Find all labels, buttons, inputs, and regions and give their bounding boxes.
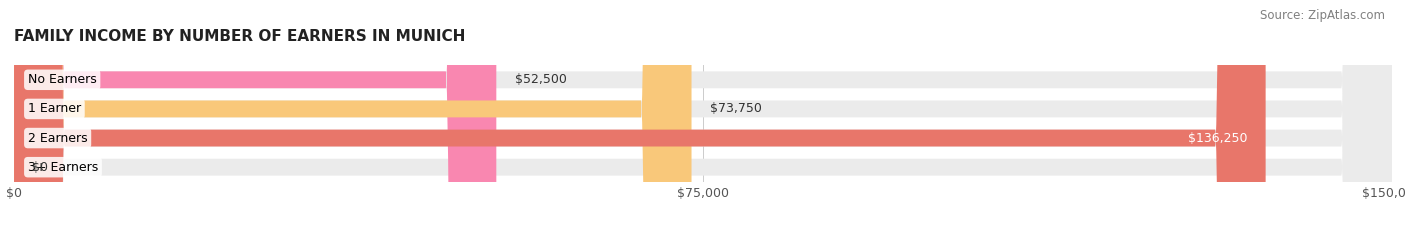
FancyBboxPatch shape — [14, 0, 1392, 233]
Text: $136,250: $136,250 — [1188, 132, 1247, 144]
FancyBboxPatch shape — [14, 0, 496, 233]
Text: 3+ Earners: 3+ Earners — [28, 161, 98, 174]
FancyBboxPatch shape — [14, 0, 1265, 233]
FancyBboxPatch shape — [14, 0, 1392, 233]
Text: No Earners: No Earners — [28, 73, 97, 86]
Text: 1 Earner: 1 Earner — [28, 103, 82, 115]
Text: $52,500: $52,500 — [515, 73, 567, 86]
Text: $0: $0 — [32, 161, 48, 174]
FancyBboxPatch shape — [14, 0, 1392, 233]
Text: 2 Earners: 2 Earners — [28, 132, 87, 144]
Text: FAMILY INCOME BY NUMBER OF EARNERS IN MUNICH: FAMILY INCOME BY NUMBER OF EARNERS IN MU… — [14, 29, 465, 44]
Text: $73,750: $73,750 — [710, 103, 762, 115]
FancyBboxPatch shape — [14, 0, 692, 233]
FancyBboxPatch shape — [14, 0, 1392, 233]
Text: Source: ZipAtlas.com: Source: ZipAtlas.com — [1260, 9, 1385, 22]
